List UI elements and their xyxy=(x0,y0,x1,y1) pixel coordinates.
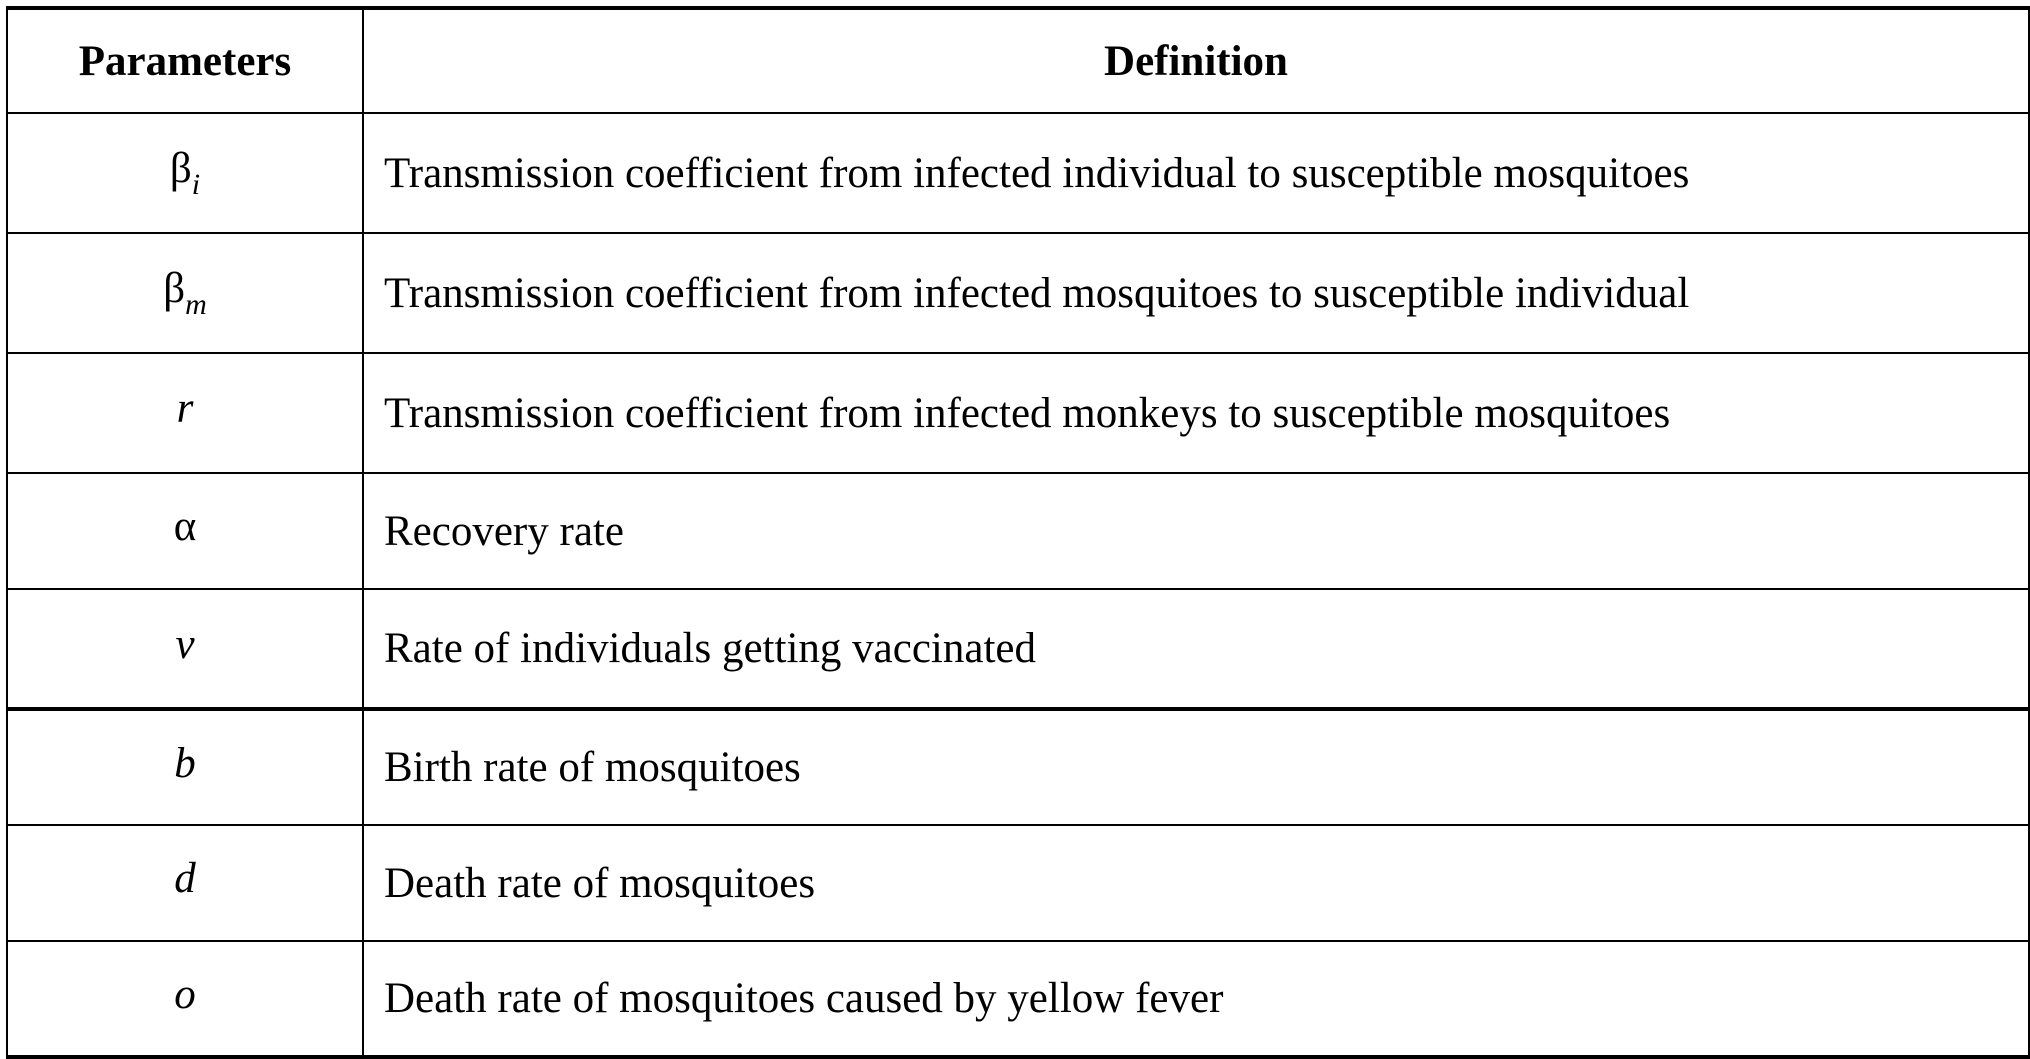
parameter-symbol: βi xyxy=(6,112,364,234)
symbol-main: β xyxy=(163,265,186,312)
parameter-definition: Transmission coefficient from infected m… xyxy=(362,232,2030,354)
parameter-symbol: d xyxy=(6,824,364,942)
table-row: d Death rate of mosquitoes xyxy=(6,824,2030,942)
table-row: b Birth rate of mosquitoes xyxy=(6,707,2030,826)
table-row: α Recovery rate xyxy=(6,472,2030,590)
parameter-symbol: o xyxy=(6,940,364,1059)
table-row: βm Transmission coefficient from infecte… xyxy=(6,232,2030,354)
table-header-row: Parameters Definition xyxy=(6,6,2030,114)
parameter-definition: Rate of individuals getting vaccinated xyxy=(362,588,2030,710)
table-row: v Rate of individuals getting vaccinated xyxy=(6,588,2030,710)
symbol-main: r xyxy=(176,385,194,432)
parameter-definition: Death rate of mosquitoes caused by yello… xyxy=(362,940,2030,1059)
parameter-definition: Death rate of mosquitoes xyxy=(362,824,2030,942)
table-row: r Transmission coefficient from infected… xyxy=(6,352,2030,474)
symbol-main: b xyxy=(174,739,196,787)
symbol-main: α xyxy=(173,503,197,550)
symbol-main: v xyxy=(175,620,195,668)
parameter-definition: Recovery rate xyxy=(362,472,2030,590)
symbol-subscript: m xyxy=(185,288,207,321)
parameter-definition: Transmission coefficient from infected i… xyxy=(362,112,2030,234)
parameter-definition: Birth rate of mosquitoes xyxy=(362,707,2030,826)
symbol-subscript: i xyxy=(191,168,201,201)
symbol-main: d xyxy=(174,855,196,902)
table-row: βi Transmission coefficient from infecte… xyxy=(6,112,2030,234)
parameters-table: Parameters Definition βi Transmission co… xyxy=(6,6,2030,1059)
header-definition: Definition xyxy=(362,6,2030,114)
parameter-symbol: α xyxy=(6,472,364,590)
symbol-main: o xyxy=(174,970,196,1018)
parameter-symbol: b xyxy=(6,707,364,826)
symbol-main: β xyxy=(169,145,192,192)
parameter-definition: Transmission coefficient from infected m… xyxy=(362,352,2030,474)
table-row: o Death rate of mosquitoes caused by yel… xyxy=(6,940,2030,1059)
parameter-symbol: r xyxy=(6,352,364,474)
parameter-symbol: v xyxy=(6,588,364,710)
parameter-symbol: βm xyxy=(6,232,364,354)
header-parameters: Parameters xyxy=(6,6,364,114)
